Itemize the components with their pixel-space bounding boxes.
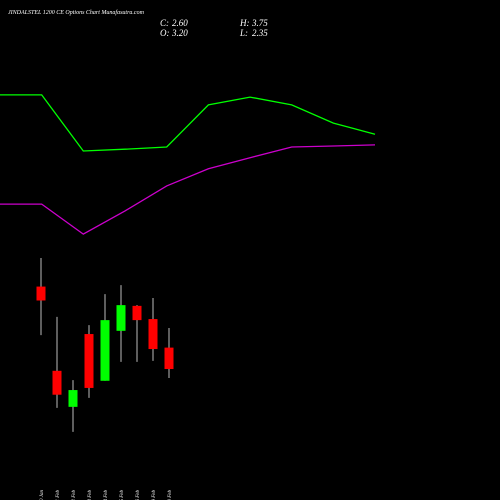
candle-body bbox=[132, 305, 142, 321]
candle-body bbox=[100, 320, 110, 381]
candle-body bbox=[52, 370, 62, 395]
summary-label: L: bbox=[239, 28, 248, 38]
x-tick-label: 09 Feb bbox=[152, 490, 157, 500]
candle-body bbox=[116, 305, 126, 331]
summary-value: 3.20 bbox=[171, 28, 188, 38]
x-tick-label: 05 Feb bbox=[120, 490, 125, 500]
summary-value: 2.35 bbox=[252, 28, 268, 38]
summary-label: C: bbox=[160, 18, 169, 28]
candle-body bbox=[36, 286, 46, 301]
candle-body bbox=[164, 347, 174, 370]
candle-body bbox=[68, 390, 78, 407]
x-tick-label: 03 Feb bbox=[88, 490, 93, 500]
chart-title: JINDALSTEL 1200 CE Options Chart Munafas… bbox=[8, 9, 145, 16]
x-tick-label: 02 Feb bbox=[72, 490, 77, 500]
summary-label: H: bbox=[239, 18, 250, 28]
summary-label: O: bbox=[160, 28, 170, 38]
summary-value: 2.60 bbox=[172, 18, 188, 28]
x-tick-label: 04 Feb bbox=[104, 490, 109, 500]
line bbox=[0, 94, 376, 152]
x-tick-label: 06 Feb bbox=[136, 490, 141, 500]
x-tick-label: 10 Feb bbox=[168, 490, 173, 500]
line bbox=[0, 144, 376, 235]
summary-value: 3.75 bbox=[251, 18, 268, 28]
x-tick-label: 01 Feb bbox=[56, 490, 61, 500]
x-tick-label: 30 Jan bbox=[40, 490, 45, 500]
candle-body bbox=[84, 334, 94, 388]
candle-body bbox=[148, 319, 158, 350]
